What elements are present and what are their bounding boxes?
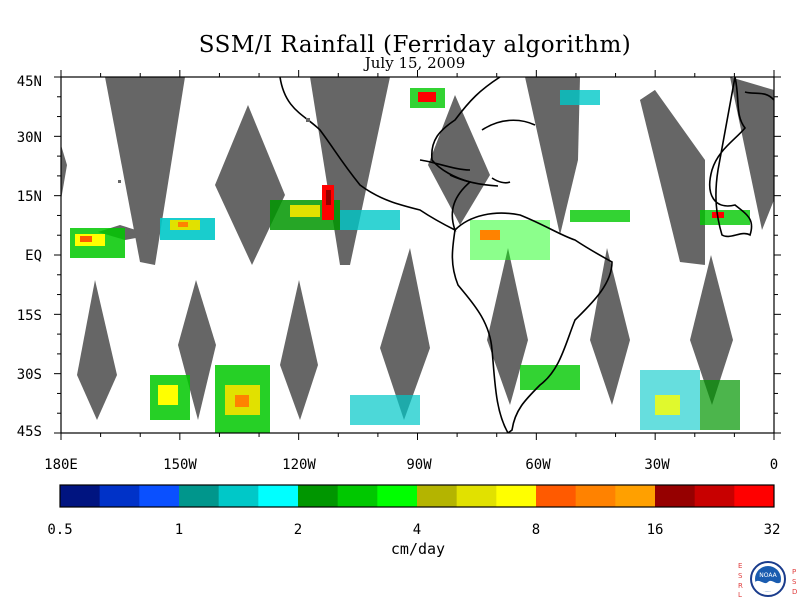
logo-letter-l: L bbox=[738, 591, 742, 599]
small-islands bbox=[118, 118, 310, 183]
colorbar-label-1: 1 bbox=[174, 522, 184, 538]
colorbar-cell bbox=[377, 485, 418, 507]
lon-label-150w: 150W bbox=[163, 457, 197, 473]
noaa-esrl-logo: E S R L NOAA P S D bbox=[736, 558, 798, 600]
colorbar-cell bbox=[575, 485, 616, 507]
lat-label-30n: 30N bbox=[16, 130, 42, 146]
colorbar-cell bbox=[298, 485, 339, 507]
lat-label-15s: 15S bbox=[16, 308, 42, 324]
axis-ticks bbox=[54, 70, 781, 440]
noaa-emblem-icon: NOAA bbox=[750, 561, 786, 597]
colorbar-cell bbox=[456, 485, 497, 507]
no-data-swaths bbox=[61, 77, 774, 420]
colorbar-cell bbox=[536, 485, 577, 507]
colorbar-cell bbox=[179, 485, 220, 507]
lon-label-30w: 30W bbox=[644, 457, 670, 473]
colorbar-cell bbox=[60, 485, 101, 507]
colorbar-cell bbox=[258, 485, 299, 507]
noaa-emblem-text: NOAA bbox=[759, 572, 777, 579]
colorbar-cell bbox=[99, 485, 140, 507]
colorbar-label-16: 16 bbox=[646, 522, 664, 538]
logo-letter-s: S bbox=[738, 572, 743, 580]
colorbar-cell bbox=[337, 485, 378, 507]
colorbar-label-0.5: 0.5 bbox=[47, 522, 73, 538]
logo-letter-e: E bbox=[738, 562, 743, 570]
colorbar-cell bbox=[655, 485, 696, 507]
lat-label-15n: 15N bbox=[16, 189, 42, 205]
colorbar-cell bbox=[615, 485, 656, 507]
logo-letter-d: D bbox=[792, 588, 798, 596]
land-outlines bbox=[279, 77, 774, 433]
colorbar-cell bbox=[496, 485, 537, 507]
colorbar-cell bbox=[139, 485, 180, 507]
map-date: July 15, 2009 bbox=[364, 54, 466, 72]
lat-label-30s: 30S bbox=[16, 367, 42, 383]
map-title: SSM/I Rainfall (Ferriday algorithm) bbox=[198, 32, 632, 58]
colorbar-label-8: 8 bbox=[531, 522, 541, 538]
lon-label-0: 0 bbox=[769, 457, 779, 473]
lon-label-60w: 60W bbox=[525, 457, 551, 473]
colorbar-cell bbox=[734, 485, 775, 507]
lat-label-eq: EQ bbox=[25, 248, 42, 264]
logo-letter-r: R bbox=[738, 582, 743, 590]
colorbar-frame bbox=[59, 484, 775, 508]
colorbar-cell bbox=[417, 485, 458, 507]
logo-letter-p: P bbox=[792, 568, 797, 576]
lat-label-45s: 45S bbox=[16, 424, 42, 440]
lon-label-180e: 180E bbox=[44, 457, 78, 473]
logo-letter-s2: S bbox=[792, 578, 797, 586]
lon-label-90w: 90W bbox=[406, 457, 432, 473]
colorbar-label-32: 32 bbox=[763, 522, 781, 538]
colorbar-units: cm/day bbox=[390, 540, 446, 558]
lat-label-45n: 45N bbox=[16, 74, 42, 90]
colorbar-label-2: 2 bbox=[293, 522, 303, 538]
colorbar-cell bbox=[218, 485, 259, 507]
colorbar-cell bbox=[694, 485, 735, 507]
colorbar-label-4: 4 bbox=[412, 522, 422, 538]
lon-label-120w: 120W bbox=[282, 457, 316, 473]
